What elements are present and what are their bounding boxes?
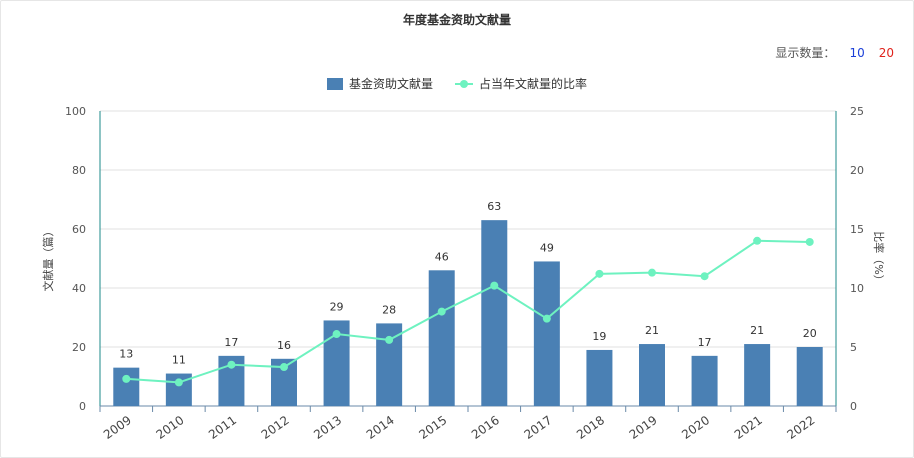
x-tick-label: 2018: [574, 413, 607, 442]
y2-axis-title: 比率（%）: [872, 231, 886, 285]
ratio-point: [542, 314, 551, 323]
ratio-point: [753, 236, 762, 245]
legend-line-label: 占当年文献量的比率: [479, 77, 588, 91]
display-count-control: 显示数量： 10 20: [775, 44, 894, 61]
x-tick-label: 2014: [364, 413, 397, 442]
display-count-option-20[interactable]: 20: [878, 45, 894, 60]
ratio-line: [126, 239, 810, 384]
bar: [586, 349, 613, 406]
y-tick-label: 20: [72, 341, 86, 354]
ratio-point: [805, 237, 814, 246]
ratio-point: [174, 378, 183, 387]
x-tick-label: 2011: [206, 413, 239, 442]
y-tick-label: 40: [72, 282, 86, 295]
y-axis-title: 文献量（篇）: [41, 226, 55, 292]
bar-data-label: 28: [382, 303, 396, 316]
chart-legend: 基金资助文献量 占当年文献量的比率: [0, 75, 914, 92]
x-tick-label: 2020: [679, 413, 712, 442]
ratio-point: [332, 330, 341, 339]
ratio-point: [648, 268, 656, 277]
x-tick-label: 2012: [259, 413, 292, 442]
bar-data-label: 20: [803, 327, 817, 340]
x-tick-label: 2021: [732, 413, 765, 442]
ratio-point: [490, 281, 499, 290]
x-tick-label: 2015: [416, 413, 449, 442]
y2-tick-label: 15: [850, 223, 864, 236]
x-tick-label: 2010: [154, 413, 187, 442]
x-tick-label: 2019: [627, 413, 660, 442]
bar-data-label: 19: [592, 330, 606, 343]
y-tick-label: 100: [65, 105, 86, 118]
x-tick-label: 2013: [311, 413, 344, 442]
bar-data-label: 46: [435, 250, 449, 263]
ratio-point: [385, 335, 394, 344]
bar: [428, 270, 455, 406]
bar: [113, 367, 140, 406]
bar-data-label: 21: [750, 324, 764, 337]
x-tick-label: 2009: [101, 413, 134, 442]
bar: [796, 347, 823, 406]
bar: [744, 344, 771, 406]
y2-tick-label: 0: [850, 400, 857, 413]
bar-data-label: 63: [487, 200, 501, 213]
y2-tick-label: 25: [850, 105, 864, 118]
legend-line-swatch: [455, 78, 473, 90]
bar: [691, 355, 718, 406]
bar: [639, 344, 665, 406]
ratio-point: [437, 307, 446, 316]
y2-tick-label: 20: [850, 164, 864, 177]
ratio-point: [595, 269, 604, 278]
ratio-point: [700, 272, 709, 281]
bar-data-label: 17: [698, 336, 712, 349]
bar-data-label: 29: [330, 300, 344, 313]
bar-data-label: 49: [540, 241, 554, 254]
ratio-point: [280, 363, 288, 372]
bar-data-label: 13: [119, 348, 133, 361]
legend-bar-swatch: [326, 77, 343, 90]
bar-data-label: 16: [277, 339, 291, 352]
display-count-label: 显示数量：: [775, 46, 836, 60]
legend-item-bar[interactable]: 基金资助文献量: [326, 75, 433, 92]
chart-title: 年度基金资助文献量: [402, 13, 511, 27]
x-tick-label: 2017: [522, 413, 555, 442]
bar-data-label: 21: [645, 324, 659, 337]
ratio-point: [122, 374, 131, 383]
y2-tick-label: 5: [850, 341, 857, 354]
x-tick-label: 2022: [784, 413, 817, 442]
ratio-point: [227, 360, 236, 369]
bar-data-label: 17: [224, 336, 238, 349]
legend-bar-label: 基金资助文献量: [348, 77, 433, 91]
y2-tick-label: 10: [850, 282, 864, 295]
bar: [533, 261, 560, 406]
y-tick-label: 60: [72, 223, 86, 236]
bar-data-label: 11: [172, 354, 186, 367]
bar: [481, 220, 508, 406]
legend-item-line[interactable]: 占当年文献量的比率: [455, 75, 587, 92]
y-tick-label: 80: [72, 164, 86, 177]
display-count-option-10[interactable]: 10: [849, 45, 865, 60]
y-tick-label: 0: [79, 400, 86, 413]
x-tick-label: 2016: [469, 413, 502, 442]
